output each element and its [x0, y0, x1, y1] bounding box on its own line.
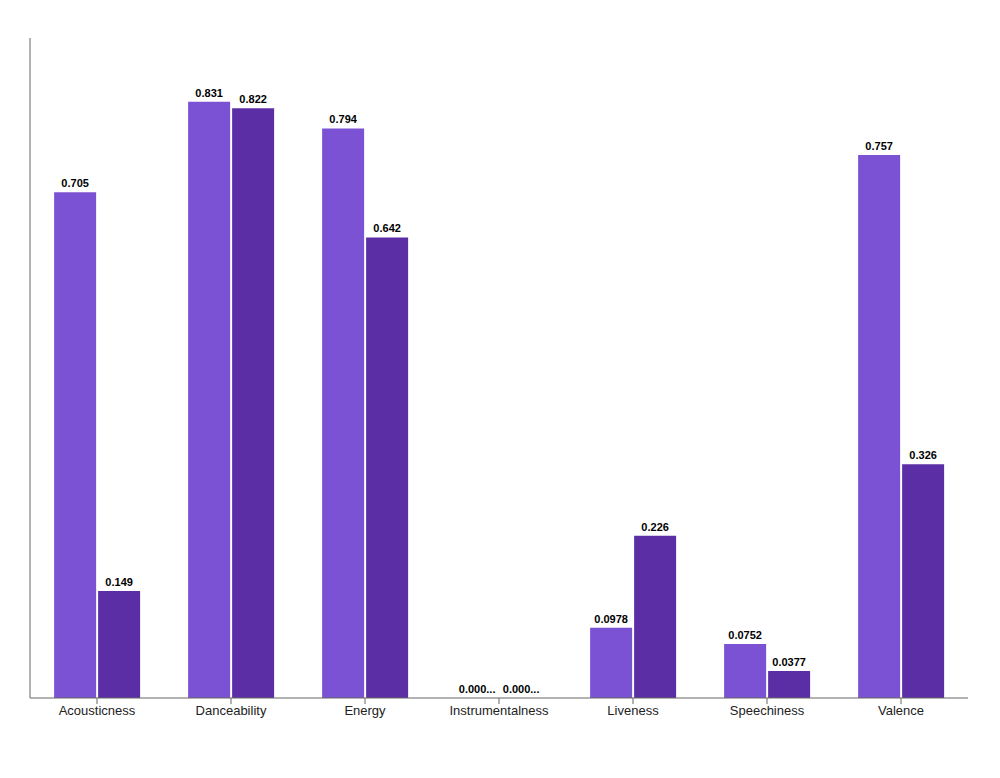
svg-text:0.326: 0.326 [909, 449, 937, 461]
svg-text:0.757: 0.757 [865, 140, 893, 152]
svg-text:0.705: 0.705 [61, 177, 89, 189]
svg-text:0.0377: 0.0377 [772, 656, 806, 668]
svg-text:Acousticness: Acousticness [59, 703, 136, 718]
svg-text:0.149: 0.149 [105, 576, 133, 588]
svg-text:Valence: Valence [878, 703, 924, 718]
svg-text:0.226: 0.226 [641, 521, 669, 533]
svg-text:0.822: 0.822 [239, 93, 267, 105]
svg-text:0.000...: 0.000... [459, 683, 496, 695]
svg-text:0.0752: 0.0752 [728, 629, 762, 641]
svg-text:0.831: 0.831 [195, 87, 223, 99]
svg-text:0.0978: 0.0978 [594, 613, 628, 625]
svg-text:Speechiness: Speechiness [730, 703, 805, 718]
svg-text:0.794: 0.794 [329, 113, 357, 125]
svg-text:Energy: Energy [344, 703, 386, 718]
svg-text:0.000...: 0.000... [503, 683, 540, 695]
svg-text:Instrumentalness: Instrumentalness [450, 703, 549, 718]
svg-text:Liveness: Liveness [607, 703, 659, 718]
svg-text:Danceability: Danceability [196, 703, 267, 718]
svg-text:0.642: 0.642 [373, 222, 401, 234]
